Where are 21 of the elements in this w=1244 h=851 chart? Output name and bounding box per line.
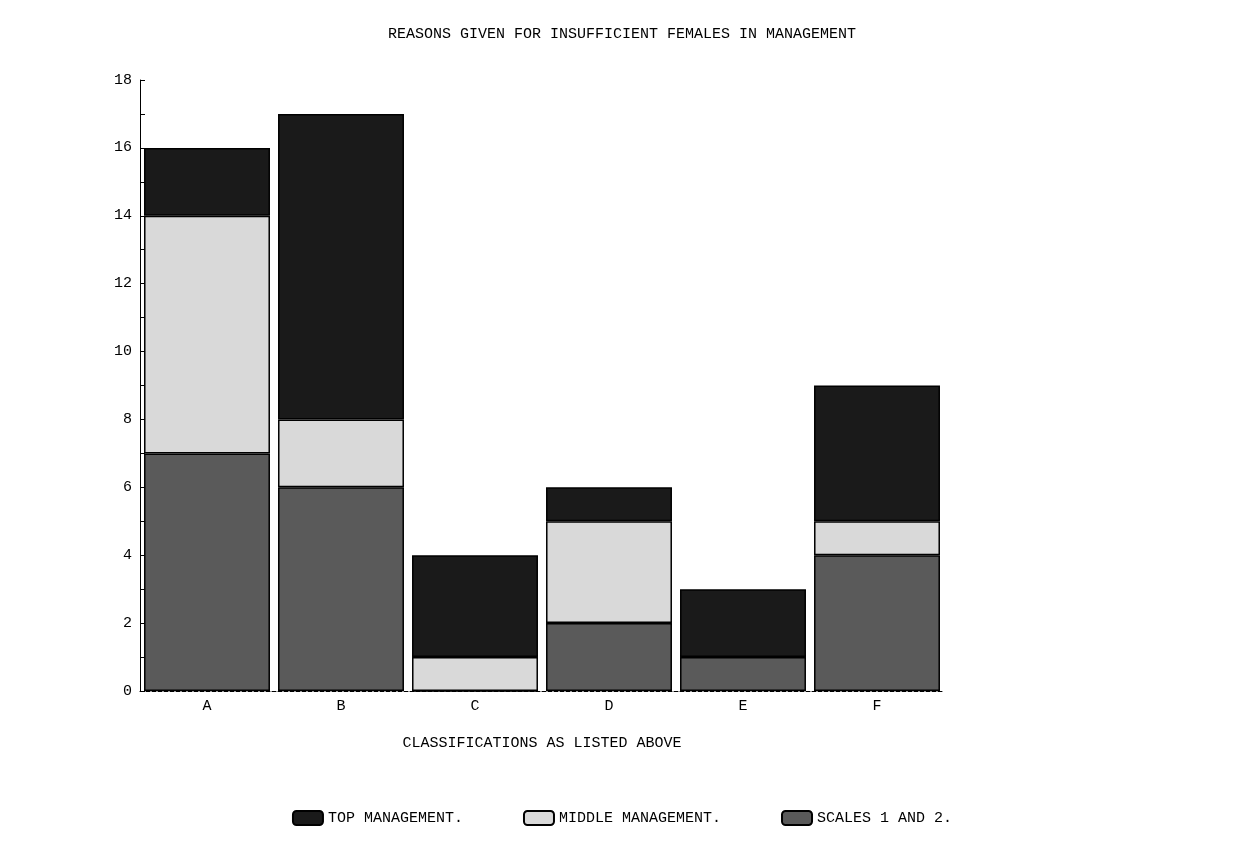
y-tick-label: 4 — [122, 546, 132, 564]
x-tick-label: F — [872, 698, 882, 715]
x-tick-label: D — [604, 698, 614, 715]
y-tick-label: 14 — [113, 207, 132, 225]
y-tick-label: 16 — [113, 139, 132, 157]
chart-title: REASONS GIVEN FOR INSUFFICIENT FEMALES IN MANAGEMENT — [387, 26, 857, 43]
y-tick-label: 18 — [113, 71, 132, 89]
y-tick-label: 0 — [122, 682, 132, 700]
legend-label: SCALES 1 AND 2. — [817, 809, 953, 827]
legend-label: TOP MANAGEMENT. — [327, 809, 463, 827]
y-tick-label: 10 — [113, 343, 132, 361]
legend-label: MIDDLE MANAGEMENT. — [558, 809, 722, 827]
x-tick-label: B — [336, 698, 346, 715]
y-tick-label: 6 — [122, 478, 132, 496]
y-tick-label: 8 — [122, 410, 132, 428]
x-tick-label: E — [738, 698, 748, 715]
x-axis-title: CLASSIFICATIONS AS LISTED ABOVE — [402, 735, 682, 752]
x-tick-label: C — [470, 698, 480, 715]
x-tick-label: A — [202, 698, 212, 715]
y-tick-label: 12 — [113, 275, 132, 293]
y-tick-label: 2 — [122, 614, 132, 632]
